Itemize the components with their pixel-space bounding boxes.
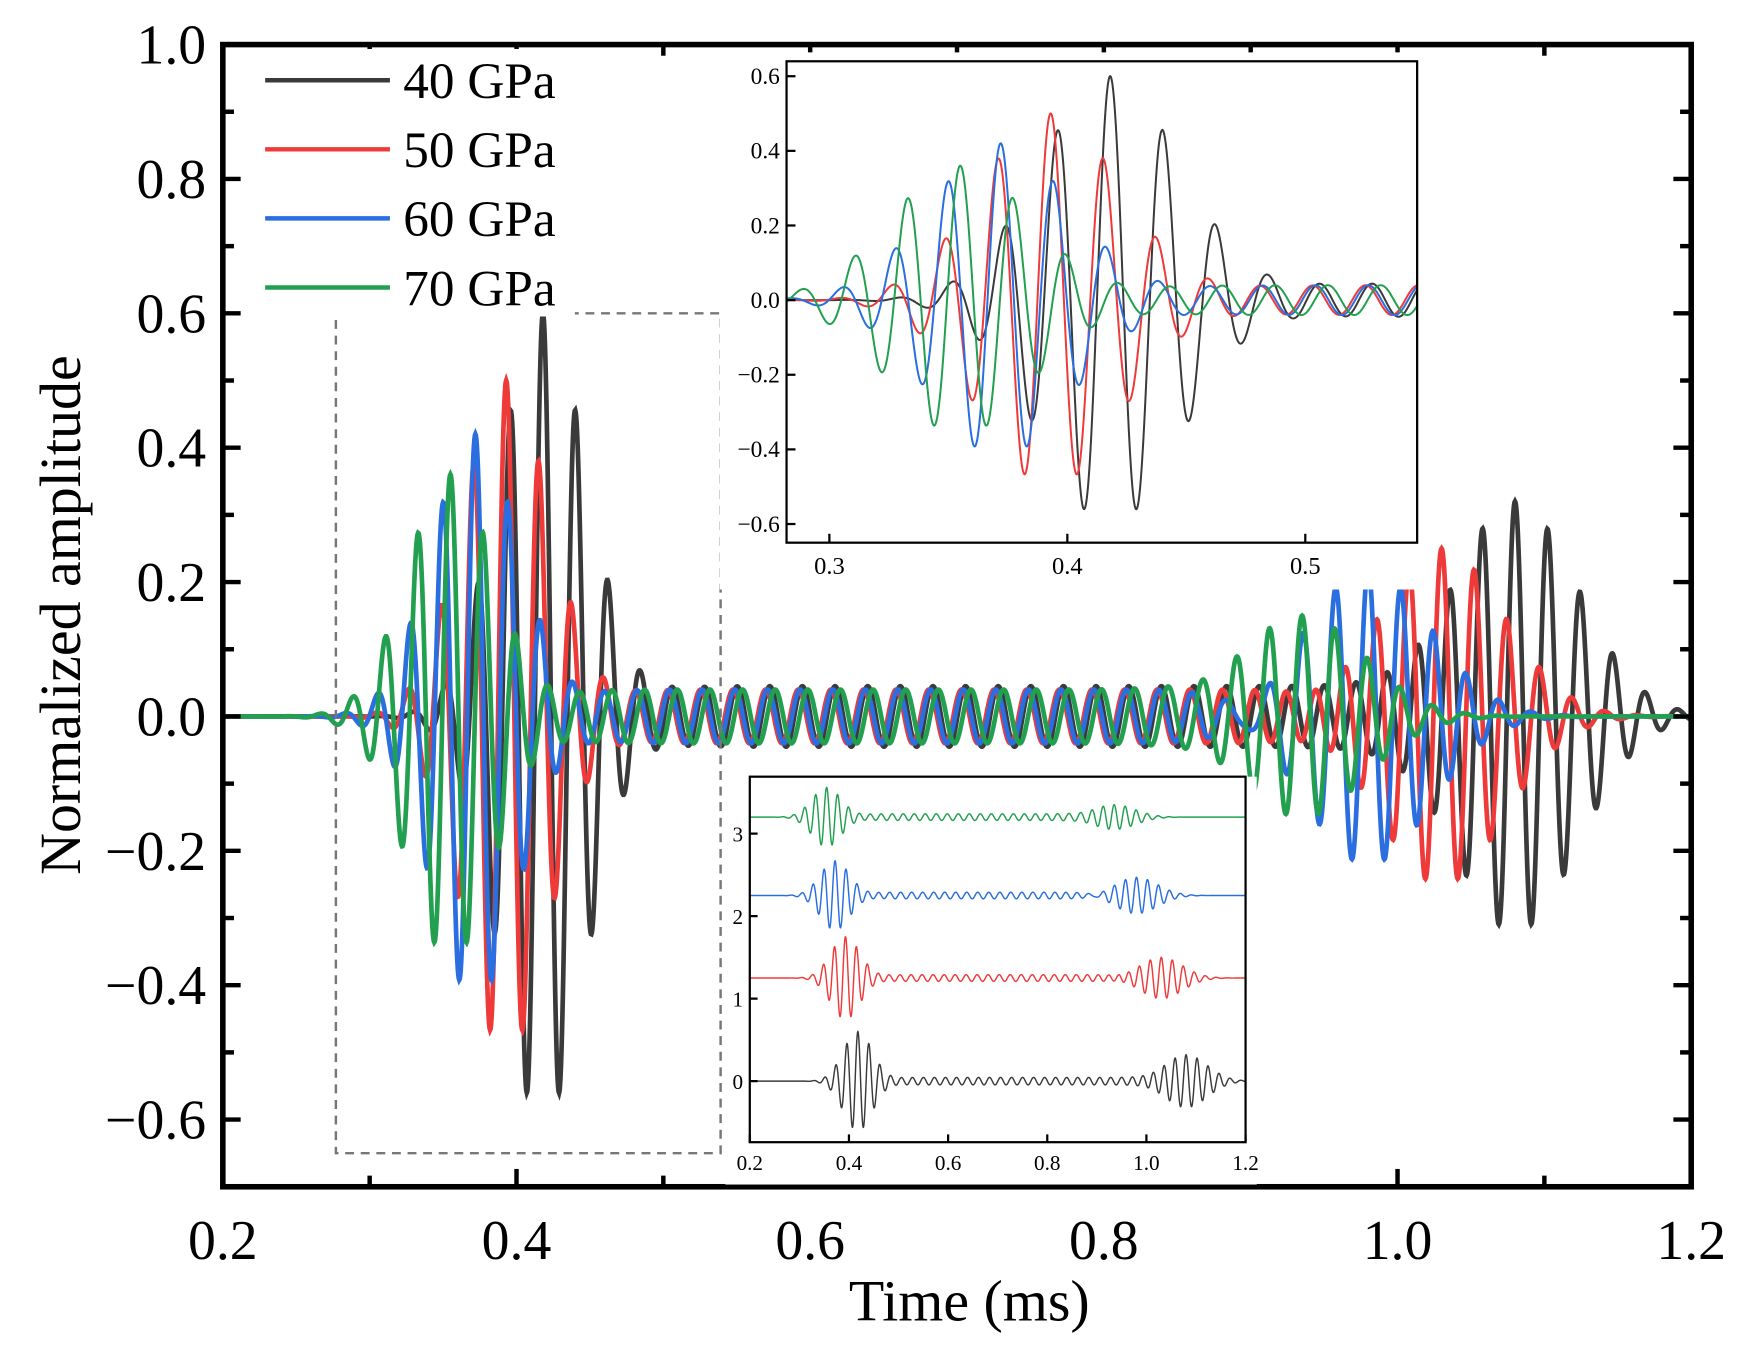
y-tick-label: −0.6	[105, 1090, 206, 1152]
y-tick-label: −0.4	[105, 955, 206, 1017]
inset-stacked-frame	[748, 775, 1247, 1144]
inset-zoom-frame	[785, 60, 1419, 544]
inset-zoom-x-tick-label: 0.4	[1052, 553, 1083, 580]
inset-stacked-series-line	[749, 859, 1246, 929]
inset-stacked-x-tick-label: 0.6	[935, 1151, 961, 1175]
x-tick-label: 0.8	[1069, 1210, 1139, 1272]
inset-zoom-y-tick-label: −0.6	[737, 512, 779, 538]
inset-zoom-x-tick-label: 0.3	[814, 553, 845, 580]
inset-stacked-x-tick-label: 1.2	[1232, 1151, 1258, 1175]
inset-zoom-series-line	[786, 164, 1418, 427]
inset-stacked-y-tick-label: 1	[733, 987, 744, 1011]
inset-stacked-y-tick-label: 3	[733, 822, 744, 846]
inset-stacked-series-line	[749, 1030, 1246, 1129]
inset-zoom-x-tick-label: 0.5	[1290, 553, 1321, 580]
inset-stacked-series-line	[749, 786, 1246, 846]
inset-zoom-y-tick-label: −0.4	[737, 437, 780, 463]
x-tick-label: 0.6	[775, 1210, 845, 1272]
series-line-70-gpa	[222, 468, 1692, 948]
inset-stacked-x-tick-label: 0.8	[1034, 1151, 1060, 1175]
y-tick-label: −0.2	[105, 821, 206, 883]
inset-stacked-x-tick-label: 0.2	[737, 1151, 763, 1175]
x-axis-label: Time (ms)	[849, 1268, 1090, 1333]
legend-label: 70 GPa	[403, 260, 556, 317]
inset-zoom-background	[719, 52, 1429, 590]
legend-background	[258, 49, 575, 317]
inset-stacked-background	[725, 776, 1257, 1185]
x-tick-label: 0.4	[482, 1210, 552, 1272]
inset-stacked-x-tick-label: 1.0	[1133, 1151, 1159, 1175]
inset-zoom-series-group	[786, 74, 1418, 511]
legend-label: 50 GPa	[403, 122, 556, 179]
inset-zoom-y-tick-label: 0.0	[751, 288, 780, 314]
inset-stacked-y-tick-label: 2	[733, 905, 744, 929]
inset-zoom-y-tick-label: 0.2	[751, 213, 780, 239]
x-tick-label: 0.2	[188, 1210, 258, 1272]
inset-stacked-series-group	[749, 786, 1246, 1129]
y-tick-label: 0.2	[136, 552, 206, 614]
inset-stacked-x-tick-label: 0.4	[836, 1151, 863, 1175]
inset-zoom-y-tick-label: 0.4	[751, 139, 781, 165]
y-tick-label: 0.8	[136, 149, 206, 211]
y-axis-label: Normalized amplitude	[28, 355, 93, 875]
series-line-60-gpa	[222, 427, 1692, 986]
inset-zoom-series-line	[786, 74, 1418, 511]
inset-stacked-series-line	[749, 936, 1246, 1018]
inset-zoom-series-line	[786, 142, 1418, 448]
inset-zoom-y-tick-label: 0.6	[751, 64, 780, 90]
main-series-group	[222, 304, 1692, 1101]
x-tick-label: 1.2	[1656, 1210, 1726, 1272]
y-tick-label: 1.0	[136, 15, 206, 77]
legend-label: 40 GPa	[403, 53, 556, 110]
y-tick-label: 0.6	[136, 283, 206, 345]
legend-label: 60 GPa	[403, 191, 556, 248]
x-tick-label: 1.0	[1363, 1210, 1433, 1272]
inset-stacked-y-tick-label: 0	[733, 1070, 744, 1094]
inset-zoom-y-tick-label: −0.2	[737, 363, 779, 389]
y-tick-label: 0.0	[136, 686, 206, 748]
y-tick-label: 0.4	[136, 418, 206, 480]
